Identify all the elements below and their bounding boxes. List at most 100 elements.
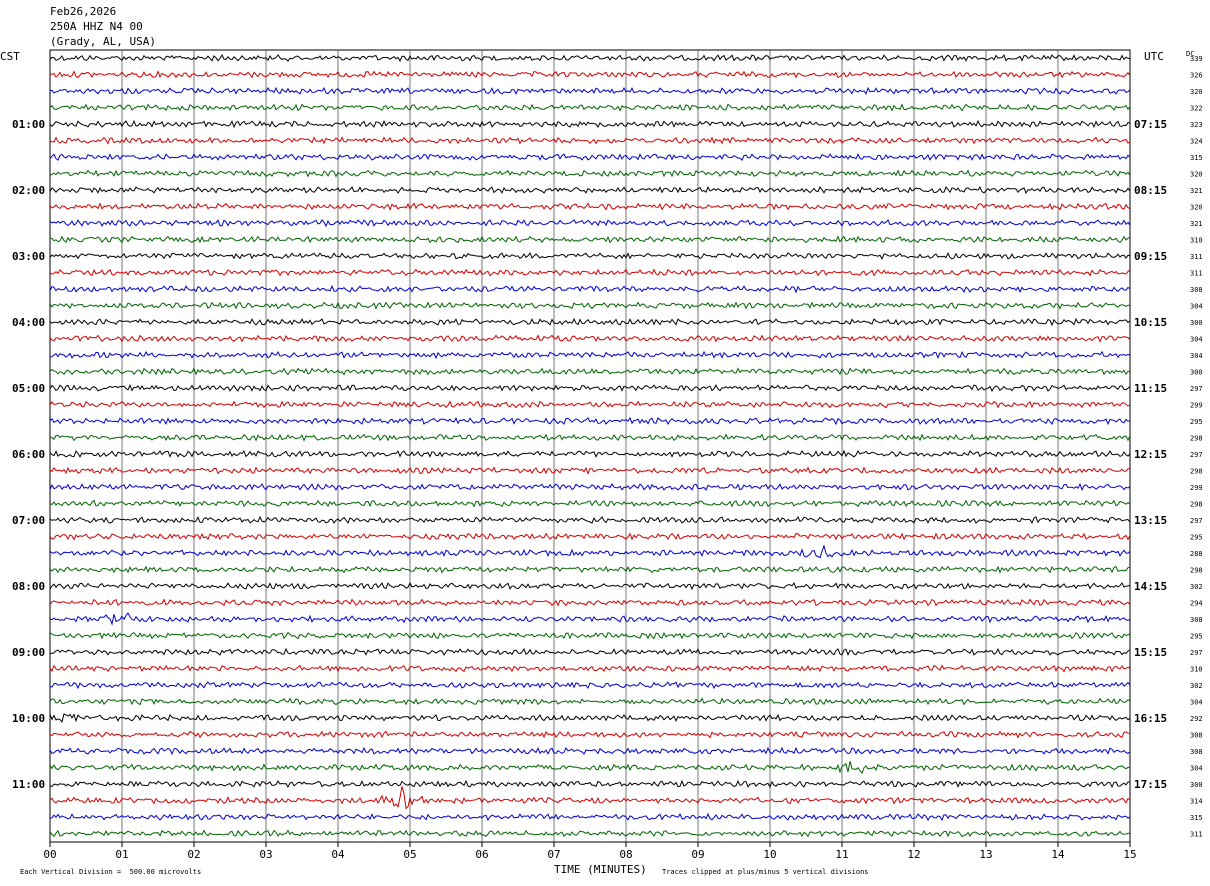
- left-hour-label: 04:00: [12, 316, 45, 329]
- seismic-trace-4: [49, 119, 1131, 129]
- x-tick-label: 06: [475, 848, 488, 861]
- dc-offset-label: 311: [1190, 270, 1203, 278]
- seismic-trace-42: [49, 746, 1131, 756]
- left-hour-label: 05:00: [12, 382, 45, 395]
- seismic-trace-24: [49, 449, 1131, 458]
- x-tick-label: 02: [187, 848, 200, 861]
- right-hour-label: 08:15: [1134, 184, 1167, 197]
- x-tick-label: 07: [547, 848, 560, 861]
- right-hour-label: 11:15: [1134, 382, 1167, 395]
- x-tick-label: 14: [1051, 848, 1065, 861]
- x-tick-label: 03: [259, 848, 272, 861]
- dc-offset-label: 297: [1190, 517, 1203, 525]
- dc-offset-label: 300: [1190, 369, 1203, 377]
- dc-offset-label: 302: [1190, 583, 1203, 591]
- dc-offset-label: 320: [1190, 88, 1203, 96]
- dc-offset-label: 298: [1190, 501, 1203, 509]
- seismic-trace-36: [49, 647, 1131, 656]
- dc-offset-label: 326: [1190, 72, 1203, 80]
- left-hour-label: 07:00: [12, 514, 45, 527]
- dc-offset-label: 297: [1190, 451, 1203, 459]
- dc-offset-label: 339: [1190, 55, 1203, 63]
- x-tick-label: 15: [1123, 848, 1136, 861]
- seismic-trace-27: [49, 499, 1131, 508]
- seismic-trace-17: [49, 334, 1131, 343]
- dc-offset-label: 323: [1190, 121, 1203, 129]
- x-tick-label: 08: [619, 848, 632, 861]
- seismic-trace-19: [49, 367, 1131, 376]
- dc-offset-label: 321: [1190, 187, 1203, 195]
- x-tick-label: 12: [907, 848, 920, 861]
- dc-offset-label: 304: [1190, 699, 1203, 707]
- left-timezone-label: CST: [0, 50, 20, 63]
- plot-frame: [49, 49, 1131, 843]
- seismic-trace-29: [49, 532, 1131, 541]
- seismic-trace-12: [49, 251, 1131, 260]
- x-tick-label: 11: [835, 848, 848, 861]
- dc-offset-label: 311: [1190, 253, 1203, 261]
- dc-offset-label: 320: [1190, 171, 1203, 179]
- dc-offset-label: 294: [1190, 600, 1203, 608]
- x-axis-ticks: 00 01 02 03 04 05 06 07 08 09 10 11 12 13 14 15: [43, 842, 1137, 861]
- seismic-trace-9: [49, 202, 1131, 211]
- seismic-trace-22: [49, 416, 1131, 426]
- dc-offset-label: 308: [1190, 616, 1203, 624]
- dc-offset-label: 292: [1190, 715, 1203, 723]
- seismic-traces: [49, 53, 1131, 838]
- right-hour-label: 09:15: [1134, 250, 1167, 263]
- seismic-trace-25: [49, 466, 1131, 475]
- seismic-trace-41: [49, 730, 1131, 739]
- seismic-trace-1: [49, 70, 1131, 79]
- right-hour-label: 15:15: [1134, 646, 1167, 659]
- dc-offset-label: 298: [1190, 435, 1203, 443]
- seismic-trace-45: [49, 786, 1131, 810]
- axis-labels: 01:00 02:00 03:00 04:00 05:00 06:00 07:00 08:00…: [12, 55, 1203, 839]
- dc-offset-label: 322: [1190, 105, 1203, 113]
- right-hour-label: 12:15: [1134, 448, 1167, 461]
- dc-offset-label: 310: [1190, 237, 1203, 245]
- seismic-trace-32: [49, 581, 1131, 591]
- dc-offset-label: 288: [1190, 550, 1203, 558]
- seismic-trace-5: [49, 136, 1131, 145]
- seismic-trace-7: [49, 169, 1131, 178]
- dc-offset-label: 310: [1190, 666, 1203, 674]
- seismic-trace-31: [49, 565, 1131, 574]
- dc-offset-label: 308: [1190, 732, 1203, 740]
- seismic-trace-10: [49, 219, 1131, 228]
- x-tick-label: 10: [763, 848, 776, 861]
- scale-note: Each Vertical Division = 500.00 microvol…: [20, 868, 202, 876]
- header-location: (Grady, AL, USA): [50, 35, 156, 48]
- seismic-trace-15: [49, 301, 1130, 310]
- dc-offset-label: 299: [1190, 402, 1203, 410]
- right-timezone-label: UTC: [1144, 50, 1164, 63]
- left-hour-label: 09:00: [12, 646, 45, 659]
- seismic-trace-20: [49, 383, 1131, 393]
- seismic-trace-43: [49, 761, 1131, 775]
- dc-offset-label: 300: [1190, 781, 1203, 789]
- left-hour-label: 10:00: [12, 712, 45, 725]
- left-hour-label: 06:00: [12, 448, 45, 461]
- dc-offset-label: 304: [1190, 336, 1203, 344]
- seismic-trace-3: [49, 103, 1131, 112]
- x-tick-label: 01: [115, 848, 128, 861]
- seismic-trace-8: [49, 185, 1131, 195]
- seismic-trace-38: [49, 681, 1131, 690]
- right-hour-label: 07:15: [1134, 118, 1167, 131]
- dc-offset-label: 315: [1190, 814, 1203, 822]
- dc-offset-label: 304: [1190, 352, 1203, 360]
- dc-offset-label: 308: [1190, 748, 1203, 756]
- seismic-trace-18: [49, 350, 1131, 360]
- dc-offset-label: 298: [1190, 468, 1203, 476]
- dc-offset-label: 308: [1190, 286, 1203, 294]
- clip-note: Traces clipped at plus/minus 5 vertical …: [662, 868, 869, 876]
- dc-offset-label: 297: [1190, 649, 1203, 657]
- header-date: Feb26,2026: [50, 5, 117, 18]
- dc-offset-label: 302: [1190, 682, 1203, 690]
- seismic-trace-47: [49, 829, 1131, 838]
- seismic-trace-33: [49, 598, 1131, 607]
- seismic-trace-34: [49, 612, 1131, 626]
- right-hour-label: 13:15: [1134, 514, 1167, 527]
- seismic-trace-46: [49, 812, 1131, 822]
- seismic-trace-44: [49, 779, 1131, 789]
